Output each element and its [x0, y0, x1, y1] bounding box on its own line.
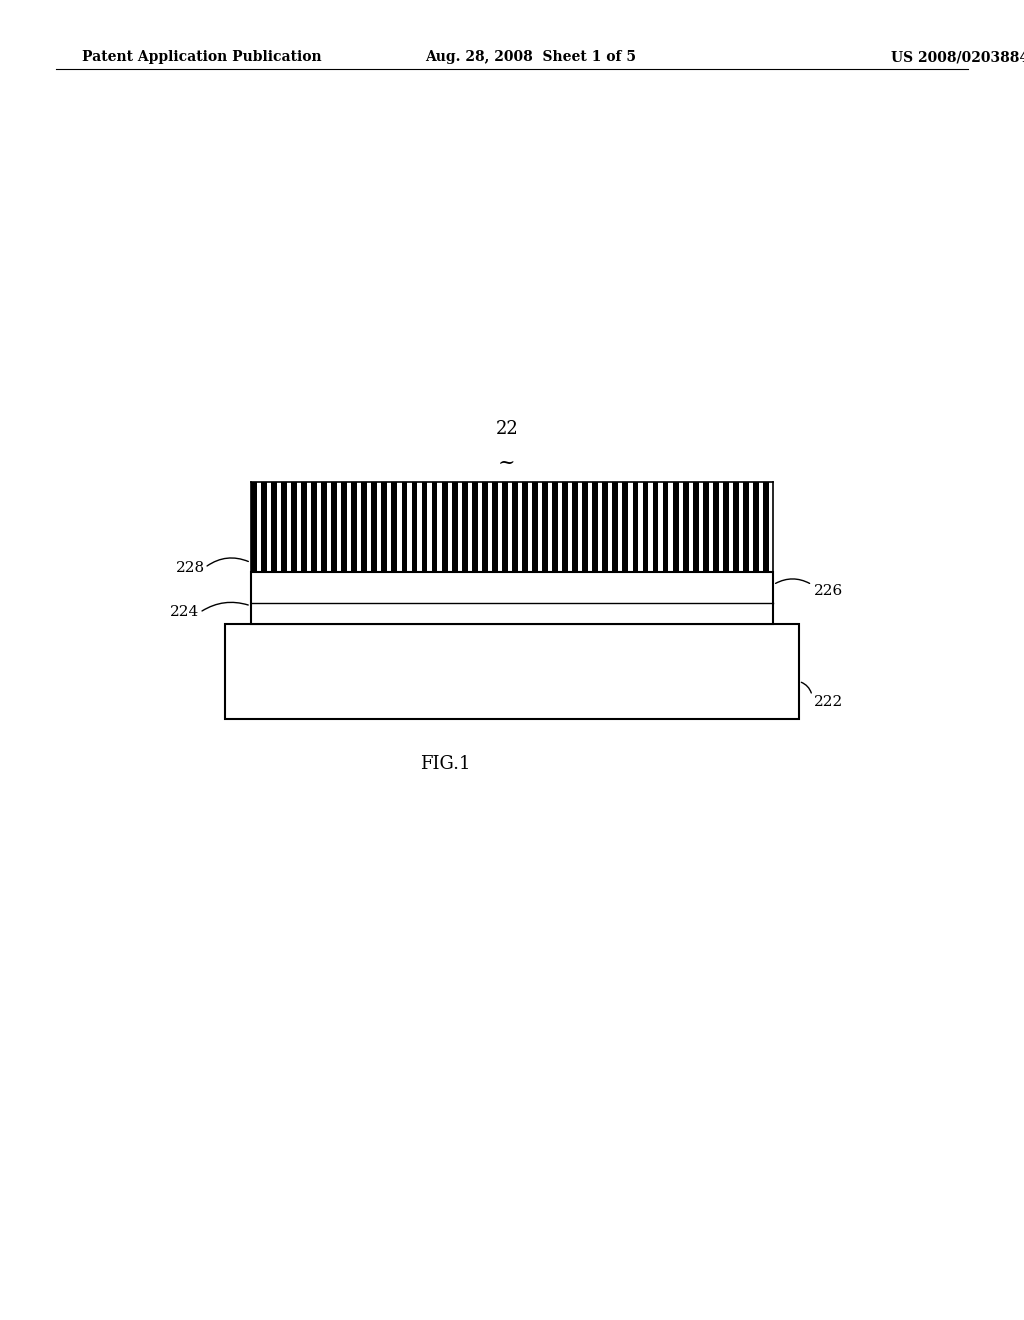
Bar: [602, 482, 608, 572]
Bar: [763, 482, 769, 572]
Bar: [361, 482, 368, 572]
Bar: [713, 482, 719, 572]
Text: Patent Application Publication: Patent Application Publication: [82, 50, 322, 65]
Bar: [401, 482, 408, 572]
Bar: [663, 482, 669, 572]
Bar: [583, 482, 588, 572]
Text: Aug. 28, 2008  Sheet 1 of 5: Aug. 28, 2008 Sheet 1 of 5: [425, 50, 636, 65]
Text: ~: ~: [498, 454, 516, 473]
Bar: [592, 482, 598, 572]
Bar: [693, 482, 698, 572]
Bar: [381, 482, 387, 572]
Bar: [572, 482, 579, 572]
Bar: [702, 482, 709, 572]
Text: FIG.1: FIG.1: [420, 755, 471, 774]
Bar: [291, 482, 297, 572]
Bar: [322, 482, 327, 572]
Bar: [652, 482, 658, 572]
Bar: [482, 482, 487, 572]
Bar: [673, 482, 679, 572]
Bar: [251, 482, 257, 572]
Bar: [311, 482, 317, 572]
Bar: [372, 482, 377, 572]
Text: 22: 22: [496, 420, 518, 438]
Bar: [422, 482, 427, 572]
Bar: [542, 482, 548, 572]
Bar: [492, 482, 498, 572]
Bar: [643, 482, 648, 572]
Bar: [612, 482, 618, 572]
Bar: [733, 482, 738, 572]
Bar: [743, 482, 749, 572]
Bar: [472, 482, 477, 572]
Text: 224: 224: [170, 606, 200, 619]
Bar: [723, 482, 729, 572]
Bar: [502, 482, 508, 572]
Bar: [753, 482, 759, 572]
Bar: [441, 482, 447, 572]
Bar: [341, 482, 347, 572]
Bar: [633, 482, 638, 572]
Bar: [225, 624, 799, 719]
Bar: [552, 482, 558, 572]
Bar: [281, 482, 287, 572]
Bar: [462, 482, 468, 572]
Bar: [351, 482, 357, 572]
Bar: [331, 482, 337, 572]
Bar: [683, 482, 688, 572]
Bar: [452, 482, 458, 572]
Bar: [301, 482, 307, 572]
Bar: [391, 482, 397, 572]
Text: 228: 228: [176, 561, 205, 574]
Text: 226: 226: [814, 585, 844, 598]
Bar: [512, 482, 518, 572]
Bar: [251, 572, 773, 624]
Bar: [623, 482, 629, 572]
Text: US 2008/0203884 A1: US 2008/0203884 A1: [891, 50, 1024, 65]
Bar: [271, 482, 276, 572]
Text: 222: 222: [814, 696, 844, 709]
Bar: [432, 482, 437, 572]
Bar: [412, 482, 418, 572]
Bar: [562, 482, 568, 572]
Bar: [532, 482, 538, 572]
Bar: [261, 482, 266, 572]
Bar: [522, 482, 527, 572]
